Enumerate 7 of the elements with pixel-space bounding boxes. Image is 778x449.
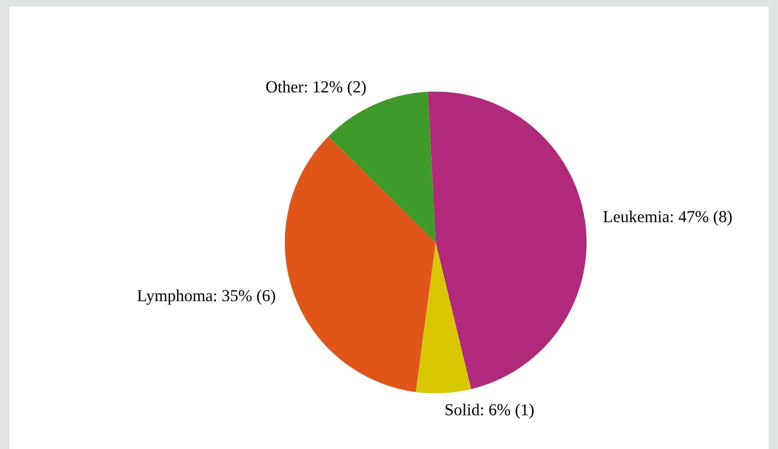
slice-label: Lymphoma: 35% (6) [137,290,276,305]
slice-label: Leukemia: 47% (8) [603,210,732,226]
slice-label: Other: 12% (2) [266,80,366,96]
pie-slice [284,136,436,392]
pie-slice [416,242,472,394]
pie-slice [428,92,587,390]
slice-label: Solid: 6% (1) [446,404,534,419]
